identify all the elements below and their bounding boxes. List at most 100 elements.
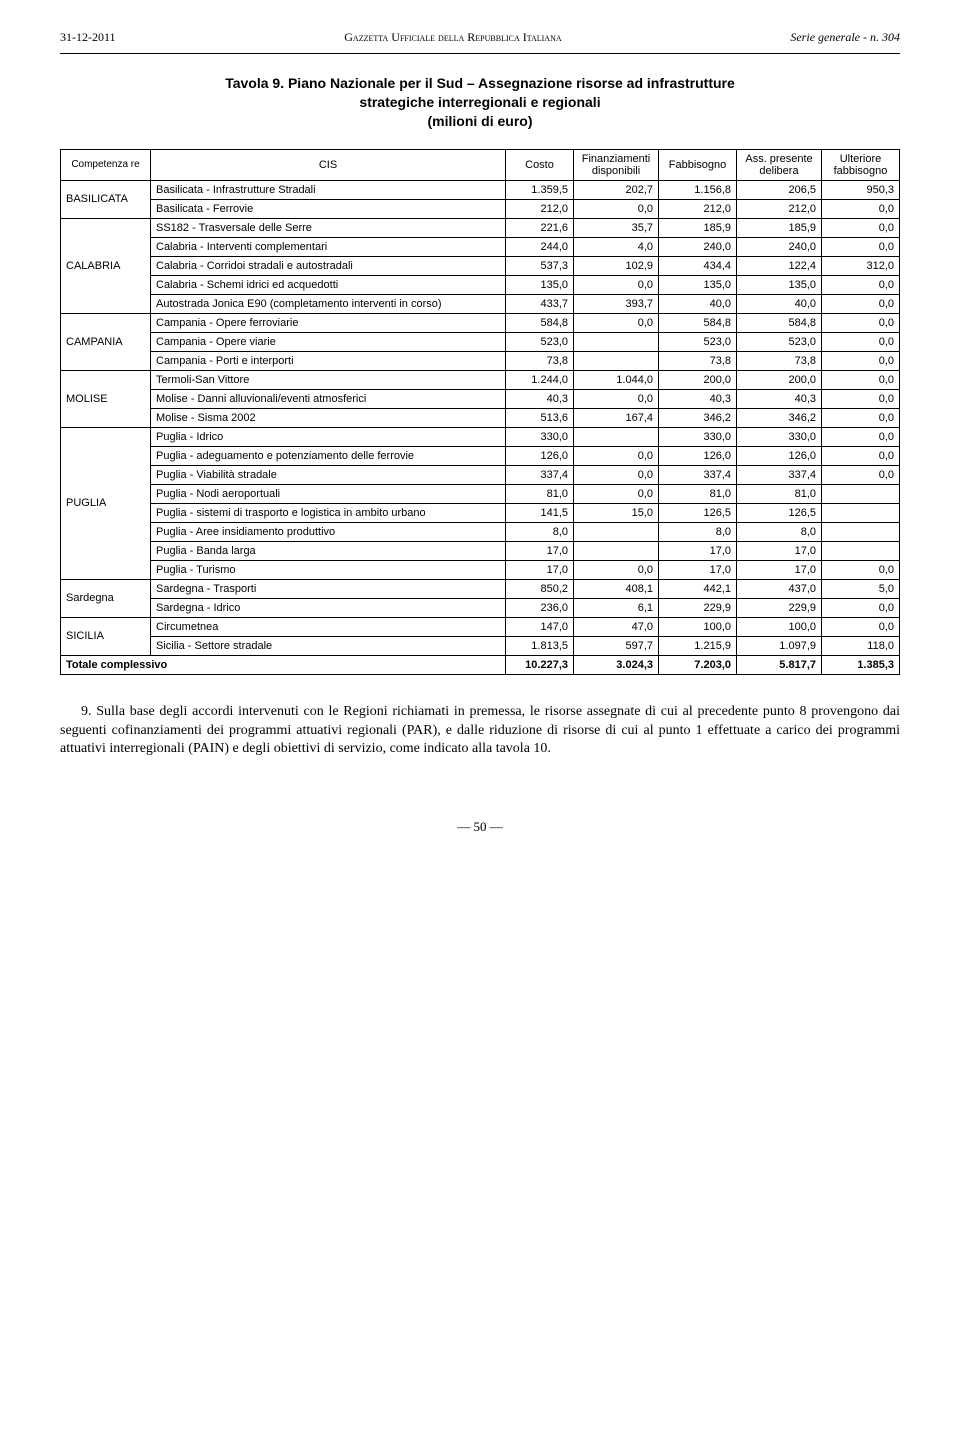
total-value-cell: 10.227,3 (506, 655, 574, 674)
value-cell: 0,0 (822, 199, 900, 218)
cis-label-cell: Sicilia - Settore stradale (151, 636, 506, 655)
value-cell: 118,0 (822, 636, 900, 655)
table-row: Calabria - Corridoi stradali e autostrad… (61, 256, 900, 275)
title-line-3: (milioni di euro) (60, 112, 900, 131)
value-cell: 1.813,5 (506, 636, 574, 655)
value-cell (574, 351, 659, 370)
value-cell: 0,0 (822, 617, 900, 636)
value-cell: 17,0 (506, 541, 574, 560)
value-cell: 0,0 (822, 294, 900, 313)
total-value-cell: 7.203,0 (659, 655, 737, 674)
value-cell: 126,0 (506, 446, 574, 465)
value-cell: 147,0 (506, 617, 574, 636)
value-cell: 236,0 (506, 598, 574, 617)
table-row: PUGLIAPuglia - Idrico330,0330,0330,00,0 (61, 427, 900, 446)
value-cell: 240,0 (659, 237, 737, 256)
value-cell: 513,6 (506, 408, 574, 427)
value-cell: 15,0 (574, 503, 659, 522)
value-cell: 850,2 (506, 579, 574, 598)
table-row: Campania - Porti e interporti73,873,873,… (61, 351, 900, 370)
cis-label-cell: Calabria - Corridoi stradali e autostrad… (151, 256, 506, 275)
value-cell: 17,0 (737, 560, 822, 579)
header-rule (60, 53, 900, 54)
value-cell: 8,0 (506, 522, 574, 541)
value-cell: 122,4 (737, 256, 822, 275)
value-cell: 240,0 (737, 237, 822, 256)
table-row: Puglia - Aree insidiamento produttivo8,0… (61, 522, 900, 541)
col-competenza: Competenza re (61, 149, 151, 180)
value-cell: 0,0 (574, 560, 659, 579)
value-cell: 0,0 (574, 275, 659, 294)
cis-label-cell: Puglia - Viabilità stradale (151, 465, 506, 484)
table-row: Basilicata - Ferrovie212,00,0212,0212,00… (61, 199, 900, 218)
allocations-table: Competenza re CIS Costo Finanziamenti di… (60, 149, 900, 675)
col-ulteriore: Ulteriore fabbisogno (822, 149, 900, 180)
cis-label-cell: Puglia - Nodi aeroportuali (151, 484, 506, 503)
value-cell: 346,2 (659, 408, 737, 427)
value-cell: 6,1 (574, 598, 659, 617)
cis-label-cell: Puglia - Idrico (151, 427, 506, 446)
value-cell: 393,7 (574, 294, 659, 313)
table-row: Sardegna - Idrico236,06,1229,9229,90,0 (61, 598, 900, 617)
value-cell: 433,7 (506, 294, 574, 313)
total-row: Totale complessivo10.227,33.024,37.203,0… (61, 655, 900, 674)
value-cell: 206,5 (737, 180, 822, 199)
cis-label-cell: Molise - Sisma 2002 (151, 408, 506, 427)
value-cell: 1.097,9 (737, 636, 822, 655)
value-cell: 0,0 (822, 427, 900, 446)
cis-label-cell: Puglia - sistemi di trasporto e logistic… (151, 503, 506, 522)
value-cell: 0,0 (574, 446, 659, 465)
value-cell: 40,0 (737, 294, 822, 313)
region-cell: BASILICATA (61, 180, 151, 218)
value-cell: 584,8 (659, 313, 737, 332)
value-cell: 102,9 (574, 256, 659, 275)
total-label: Totale complessivo (61, 655, 506, 674)
value-cell: 523,0 (506, 332, 574, 351)
table-row: SardegnaSardegna - Trasporti850,2408,144… (61, 579, 900, 598)
value-cell: 100,0 (659, 617, 737, 636)
cis-label-cell: Calabria - Schemi idrici ed acquedotti (151, 275, 506, 294)
value-cell: 81,0 (506, 484, 574, 503)
value-cell: 141,5 (506, 503, 574, 522)
value-cell (822, 522, 900, 541)
region-cell: CAMPANIA (61, 313, 151, 370)
value-cell: 4,0 (574, 237, 659, 256)
header-publication: Gazzetta Ufficiale della Repubblica Ital… (344, 30, 561, 45)
value-cell: 0,0 (822, 465, 900, 484)
value-cell (822, 541, 900, 560)
table-row: Puglia - Banda larga17,017,017,0 (61, 541, 900, 560)
value-cell: 8,0 (737, 522, 822, 541)
value-cell: 17,0 (506, 560, 574, 579)
table-row: Sicilia - Settore stradale1.813,5597,71.… (61, 636, 900, 655)
value-cell: 5,0 (822, 579, 900, 598)
value-cell: 0,0 (822, 351, 900, 370)
value-cell: 200,0 (659, 370, 737, 389)
page-header: 31-12-2011 Gazzetta Ufficiale della Repu… (60, 30, 900, 45)
value-cell: 244,0 (506, 237, 574, 256)
value-cell: 0,0 (822, 408, 900, 427)
value-cell: 0,0 (822, 218, 900, 237)
value-cell: 0,0 (822, 560, 900, 579)
value-cell: 17,0 (659, 541, 737, 560)
value-cell: 73,8 (506, 351, 574, 370)
value-cell: 0,0 (822, 446, 900, 465)
value-cell: 135,0 (659, 275, 737, 294)
table-row: Puglia - Viabilità stradale337,40,0337,4… (61, 465, 900, 484)
value-cell: 40,3 (506, 389, 574, 408)
value-cell: 212,0 (737, 199, 822, 218)
region-cell: SICILIA (61, 617, 151, 655)
cis-label-cell: Circumetnea (151, 617, 506, 636)
cis-label-cell: SS182 - Trasversale delle Serre (151, 218, 506, 237)
value-cell: 523,0 (737, 332, 822, 351)
value-cell: 1.044,0 (574, 370, 659, 389)
value-cell: 47,0 (574, 617, 659, 636)
table-row: Campania - Opere viarie523,0523,0523,00,… (61, 332, 900, 351)
table-row: Puglia - sistemi di trasporto e logistic… (61, 503, 900, 522)
region-cell: MOLISE (61, 370, 151, 427)
value-cell (574, 427, 659, 446)
region-cell: Sardegna (61, 579, 151, 617)
page-number: — 50 — (60, 819, 900, 835)
value-cell: 330,0 (506, 427, 574, 446)
value-cell: 126,0 (737, 446, 822, 465)
value-cell: 0,0 (822, 389, 900, 408)
